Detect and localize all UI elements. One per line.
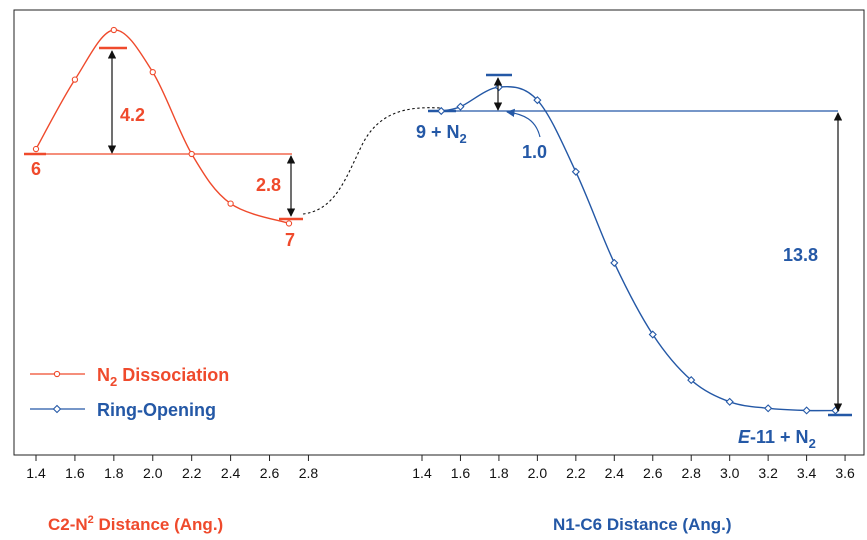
left-x-axis-title: C2-N2 Distance (Ang.) <box>48 514 223 534</box>
label-6: 6 <box>31 159 41 179</box>
left-axis-tick-label-0: 1.4 <box>26 465 46 481</box>
left-axis-tick-label-7: 2.8 <box>299 465 319 481</box>
annotation-1-0: 1.0 <box>522 142 547 162</box>
n2-dissociation-point-0 <box>32 145 40 153</box>
ring-opening-point-3 <box>533 96 542 105</box>
right-axis-tick-label-11: 3.6 <box>835 465 855 481</box>
label-7: 7 <box>285 230 295 250</box>
right-panel: 9 + N2 1.0 13.8 E-11 + N2 <box>416 73 852 451</box>
ring-opening-point-5 <box>610 258 619 267</box>
legend-item-ring-opening: Ring-Opening <box>30 400 216 420</box>
connector-dotted-curve <box>302 107 441 215</box>
left-axis-tick-label-1: 1.6 <box>65 465 85 481</box>
legend-label-ring-opening: Ring-Opening <box>97 400 216 420</box>
ring-opening-point-9 <box>764 404 773 413</box>
series-n2-dissociation-curve <box>35 29 290 225</box>
right-axis-tick-label-1: 1.6 <box>451 465 471 481</box>
legend-marker-n2-dissociation <box>53 370 61 378</box>
right-x-axis-title: N1-C6 Distance (Ang.) <box>553 515 732 534</box>
right-x-axis: 1.4 1.6 1.8 2.0 2.2 2.4 2.6 2.8 3.0 3.2 3.4 3.6 <box>412 455 855 481</box>
right-axis-tick-label-8: 3.0 <box>720 465 740 481</box>
n2-dissociation-point-6 <box>285 220 293 227</box>
right-axis-tick-label-3: 2.0 <box>528 465 548 481</box>
ring-opening-point-2 <box>494 83 503 92</box>
ring-opening-point-6 <box>648 330 657 339</box>
right-axis-tick-label-10: 3.4 <box>797 465 817 481</box>
annotation-2-8: 2.8 <box>256 175 281 195</box>
n2-dissociation-point-5 <box>227 200 234 207</box>
right-axis-tick-label-0: 1.4 <box>412 465 432 481</box>
left-axis-tick-label-5: 2.4 <box>221 465 241 481</box>
right-axis-tick-label-7: 2.8 <box>681 465 701 481</box>
right-axis-tick-label-9: 3.2 <box>758 465 778 481</box>
legend-marker-ring-opening <box>52 404 62 414</box>
left-panel: 4.2 2.8 6 7 <box>24 26 303 250</box>
ring-opening-point-4 <box>571 167 580 176</box>
ring-opening-point-10 <box>802 406 811 415</box>
ring-opening-point-7 <box>687 376 696 385</box>
legend-label-n2-dissociation: N2 Dissociation <box>97 365 229 389</box>
n2-dissociation-point-2 <box>110 26 117 34</box>
annotation-13-8: 13.8 <box>783 245 818 265</box>
left-axis-tick-label-3: 2.0 <box>143 465 163 481</box>
series-ring-opening-curve <box>441 85 836 412</box>
right-axis-tick-label-4: 2.2 <box>566 465 586 481</box>
pointer-1-0 <box>506 108 541 138</box>
n2-dissociation-point-1 <box>71 76 79 83</box>
ring-opening-point-1 <box>456 102 465 111</box>
plot-frame <box>13 9 865 456</box>
ring-opening-point-0 <box>437 106 446 116</box>
n2-dissociation-point-3 <box>149 69 156 76</box>
annotation-4-2: 4.2 <box>120 105 145 125</box>
right-axis-tick-label-5: 2.4 <box>605 465 625 481</box>
left-x-axis: 1.4 1.6 1.8 2.0 2.2 2.4 2.6 2.8 <box>26 455 318 481</box>
n2-dissociation-point-4 <box>188 150 195 158</box>
ring-opening-point-8 <box>725 397 734 406</box>
right-axis-tick-label-2: 1.8 <box>489 465 509 481</box>
left-axis-tick-label-2: 1.8 <box>104 465 124 481</box>
label-e11-n2: E-11 + N2 <box>738 427 816 451</box>
legend: N2 Dissociation Ring-Opening <box>30 365 229 420</box>
left-axis-tick-label-6: 2.6 <box>260 465 280 481</box>
right-axis-tick-label-6: 2.6 <box>643 465 663 481</box>
label-9-n2: 9 + N2 <box>416 122 467 146</box>
left-axis-tick-label-4: 2.2 <box>182 465 202 481</box>
legend-item-n2-dissociation: N2 Dissociation <box>30 365 229 389</box>
